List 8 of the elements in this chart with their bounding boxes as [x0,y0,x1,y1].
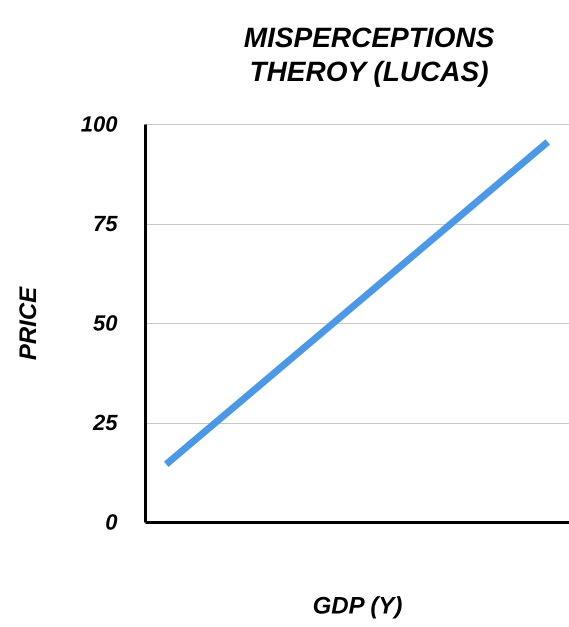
y-tick-label: 100 [80,112,118,136]
chart-title: MISPERCEPTIONS THEROY (LUCAS) [244,22,495,87]
y-tick-label: 75 [93,211,118,236]
y-axis-title: PRICE [14,286,42,360]
x-axis-title: GDP (Y) [312,592,402,620]
y-tick-label: 50 [93,310,118,336]
y-tick-label: 0 [105,510,118,534]
y-tick-label: 25 [92,410,118,435]
